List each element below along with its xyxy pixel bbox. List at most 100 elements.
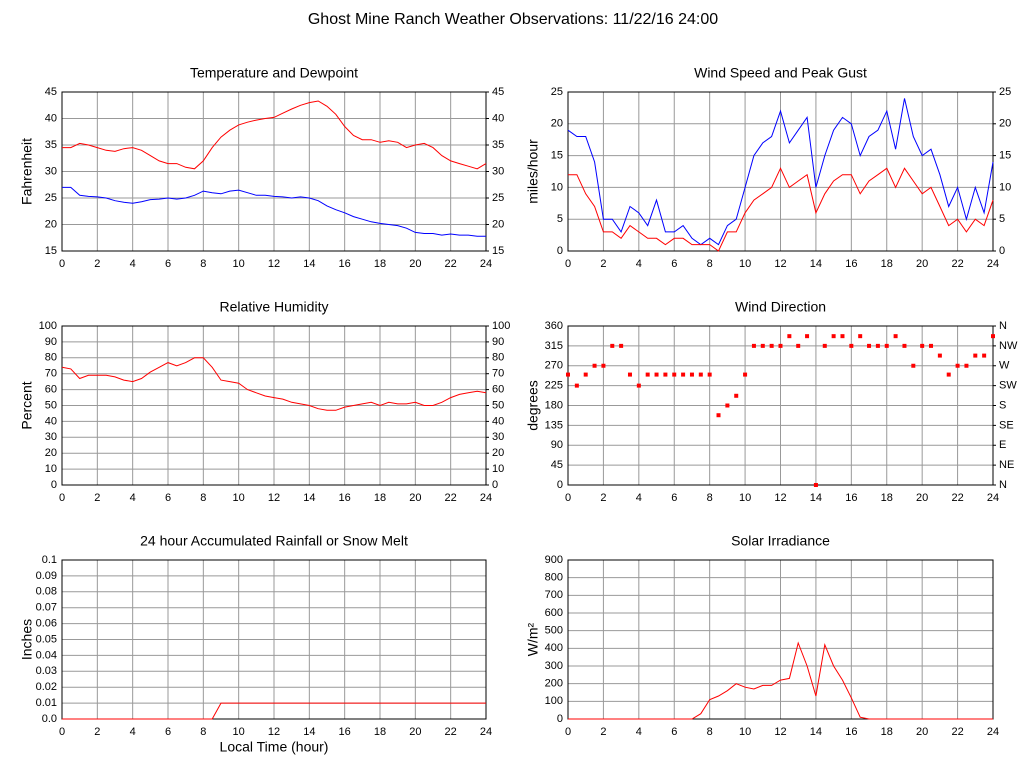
data-point: [964, 363, 969, 368]
x-tick-label: 2: [600, 726, 606, 738]
y-tick-label: 30: [45, 431, 57, 443]
y-axis-label: W/m²: [525, 622, 541, 656]
y-tick-label: 80: [45, 352, 57, 364]
x-tick-label: 20: [916, 258, 928, 270]
data-point: [778, 343, 783, 348]
x-tick-label: 8: [200, 492, 206, 504]
x-tick-label: 22: [445, 492, 457, 504]
y2-tick-label: 40: [492, 415, 504, 427]
y2-tick-label: S: [999, 399, 1006, 411]
y-tick-label: 45: [551, 459, 563, 471]
y-tick-label: 20: [45, 447, 57, 459]
plot-frame: [567, 325, 994, 486]
data-point: [760, 343, 765, 348]
y-tick-label: 10: [551, 181, 563, 193]
x-tick-label: 8: [707, 726, 713, 738]
x-tick-label: 6: [671, 258, 677, 270]
data-point: [583, 372, 588, 377]
page-title: Ghost Mine Ranch Weather Observations: 1…: [308, 11, 718, 28]
x-tick-label: 10: [233, 492, 245, 504]
x-tick-label: 6: [671, 492, 677, 504]
x-tick-label: 12: [774, 492, 786, 504]
y-tick-label: 0.09: [36, 570, 57, 582]
y-tick-label: 90: [551, 439, 563, 451]
data-point: [858, 334, 863, 339]
y-axis-label: miles/hour: [525, 139, 541, 204]
x-tick-label: 8: [707, 492, 713, 504]
data-point: [813, 483, 818, 487]
y-tick-label: 0.1: [42, 554, 57, 566]
y-tick-label: 0.08: [36, 586, 57, 598]
y-tick-label: 15: [551, 150, 563, 162]
y-tick-label: 0: [557, 479, 563, 491]
y-tick-label: 40: [45, 415, 57, 427]
y-tick-label: 500: [545, 625, 563, 637]
x-tick-label: 16: [845, 258, 857, 270]
data-point: [982, 353, 987, 358]
y2-tick-label: 100: [492, 320, 510, 332]
y-axis-label: Inches: [19, 619, 35, 660]
data-point: [867, 343, 872, 348]
data-point: [645, 372, 650, 377]
x-tick-label: 18: [881, 258, 893, 270]
x-tick-label: 24: [480, 726, 492, 738]
y2-tick-label: 30: [492, 431, 504, 443]
y-tick-label: 0: [557, 713, 563, 725]
y2-tick-label: SW: [999, 380, 1017, 392]
y2-tick-label: 20: [492, 447, 504, 459]
x-tick-label: 16: [339, 258, 351, 270]
x-tick-label: 20: [916, 492, 928, 504]
y-tick-label: 270: [545, 360, 563, 372]
data-point: [920, 343, 925, 348]
y2-tick-label: 10: [999, 181, 1011, 193]
plot-frame: [61, 325, 487, 486]
y-tick-label: 400: [545, 642, 563, 654]
y-tick-label: 0.07: [36, 602, 57, 614]
y-tick-label: 30: [45, 165, 57, 177]
x-tick-label: 16: [845, 492, 857, 504]
y2-tick-label: 60: [492, 384, 504, 396]
y2-tick-label: 0: [999, 245, 1005, 257]
x-tick-label: 4: [636, 258, 642, 270]
y2-tick-label: 5: [999, 213, 1005, 225]
y-tick-label: 0.05: [36, 633, 57, 645]
chart-title: 24 hour Accumulated Rainfall or Snow Mel…: [140, 533, 408, 549]
x-tick-label: 2: [94, 258, 100, 270]
y-tick-label: 35: [45, 139, 57, 151]
y-tick-label: 600: [545, 607, 563, 619]
x-tick-label: 4: [636, 492, 642, 504]
chart-panel: 24 hour Accumulated Rainfall or Snow Mel…: [19, 533, 492, 755]
x-tick-label: 18: [374, 258, 386, 270]
y-tick-label: 40: [45, 112, 57, 124]
y-tick-label: 0.02: [36, 681, 57, 693]
x-tick-label: 6: [165, 726, 171, 738]
x-tick-label: 24: [480, 492, 492, 504]
x-tick-label: 18: [881, 492, 893, 504]
x-tick-label: 24: [480, 258, 492, 270]
y2-tick-label: SE: [999, 419, 1014, 431]
data-point: [663, 372, 668, 377]
x-tick-label: 12: [268, 258, 280, 270]
data-point: [619, 343, 624, 348]
data-point: [911, 363, 916, 368]
x-tick-label: 6: [165, 258, 171, 270]
y-tick-label: 25: [551, 86, 563, 98]
y2-tick-label: 45: [492, 86, 504, 98]
y2-tick-label: E: [999, 439, 1006, 451]
y-axis-label: Percent: [19, 381, 35, 429]
y-tick-label: 20: [551, 118, 563, 130]
y2-tick-label: NW: [999, 340, 1018, 352]
data-point: [973, 353, 978, 358]
x-tick-label: 0: [565, 726, 571, 738]
y-tick-label: 90: [45, 336, 57, 348]
y-tick-label: 900: [545, 554, 563, 566]
x-tick-label: 4: [636, 726, 642, 738]
data-point: [805, 334, 810, 339]
data-point: [654, 372, 659, 377]
data-line: [62, 702, 486, 720]
y2-tick-label: 30: [492, 165, 504, 177]
data-point: [743, 372, 748, 377]
y-tick-label: 25: [45, 192, 57, 204]
